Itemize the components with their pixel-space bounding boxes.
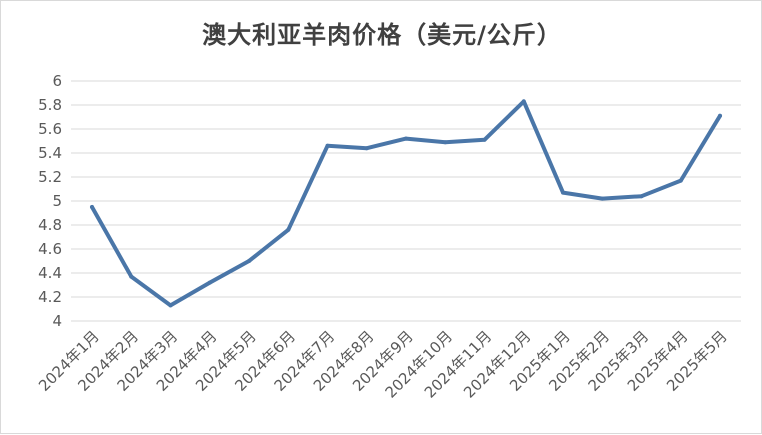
data-point <box>207 280 212 285</box>
data-point <box>443 140 448 145</box>
data-point <box>168 303 173 308</box>
data-point <box>521 99 526 104</box>
y-tick-label: 6 <box>52 72 62 90</box>
data-point <box>364 146 369 151</box>
y-tick-label: 4 <box>52 312 62 330</box>
data-point <box>482 137 487 142</box>
data-point <box>90 205 94 209</box>
data-point <box>286 227 291 232</box>
chart-title: 澳大利亚羊肉价格（美元/公斤） <box>202 21 562 49</box>
y-tick-label: 4.8 <box>38 216 62 234</box>
y-tick-label: 5.6 <box>38 120 62 138</box>
data-point <box>247 259 251 263</box>
data-point <box>129 274 134 279</box>
y-tick-label: 5.4 <box>38 144 62 162</box>
data-point <box>639 194 644 199</box>
data-point <box>678 178 683 183</box>
data-point <box>718 113 722 118</box>
y-tick-label: 4.2 <box>38 288 62 306</box>
data-point <box>325 143 330 148</box>
y-tick-label: 4.6 <box>38 240 62 258</box>
y-tick-label: 4.4 <box>38 264 62 282</box>
gridlines <box>71 80 741 322</box>
data-point <box>600 196 605 201</box>
y-axis-ticks: 4 4.2 4.4 4.6 4.8 5 5.2 5.4 5.6 5.8 6 <box>38 72 62 330</box>
y-tick-label: 5 <box>52 192 62 210</box>
data-point <box>404 136 408 141</box>
series-line-0 <box>90 99 722 308</box>
y-tick-label: 5.8 <box>38 96 62 114</box>
series-lines <box>90 99 722 308</box>
data-point <box>561 190 565 195</box>
x-axis-ticks: 2024年1月2024年2月2024年3月2024年4月2024年5月2024年… <box>35 327 731 401</box>
y-tick-label: 5.2 <box>38 168 62 186</box>
